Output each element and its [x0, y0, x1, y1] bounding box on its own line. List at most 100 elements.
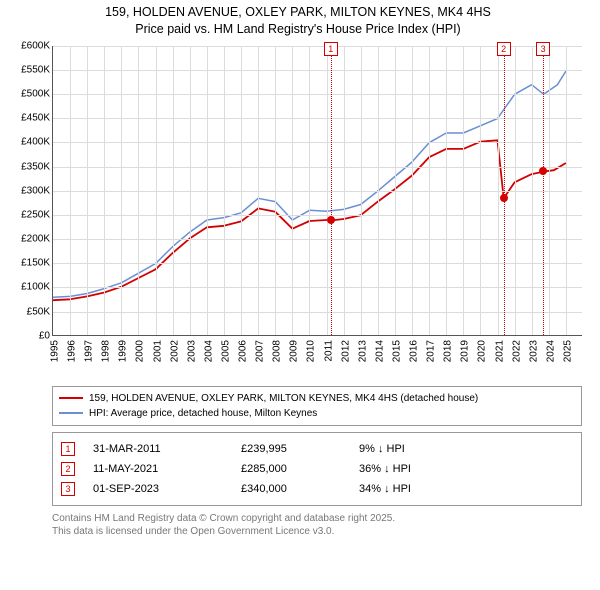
legend-label: 159, HOLDEN AVENUE, OXLEY PARK, MILTON K…	[89, 391, 478, 406]
sale-marker-box: 2	[497, 42, 511, 56]
title-line-2: Price paid vs. HM Land Registry's House …	[6, 21, 590, 38]
gridline-vertical	[378, 46, 379, 335]
gridline-horizontal	[53, 118, 582, 119]
x-axis-label: 2001	[152, 340, 163, 362]
sale-marker-dot	[539, 167, 547, 175]
gridline-vertical	[258, 46, 259, 335]
footer-line-1: Contains HM Land Registry data © Crown c…	[52, 512, 582, 526]
gridline-vertical	[395, 46, 396, 335]
sale-marker-line	[331, 46, 332, 335]
gridline-vertical	[121, 46, 122, 335]
gridline-vertical	[463, 46, 464, 335]
gridline-vertical	[138, 46, 139, 335]
x-axis-label: 2009	[289, 340, 300, 362]
x-axis-label: 2013	[357, 340, 368, 362]
x-axis-label: 1996	[67, 340, 78, 362]
y-axis-label: £250K	[21, 209, 50, 220]
legend-label: HPI: Average price, detached house, Milt…	[89, 406, 317, 421]
title-line-1: 159, HOLDEN AVENUE, OXLEY PARK, MILTON K…	[6, 4, 590, 21]
gridline-vertical	[207, 46, 208, 335]
footer-attribution: Contains HM Land Registry data © Crown c…	[52, 512, 582, 539]
y-axis-label: £500K	[21, 89, 50, 100]
footer-line-2: This data is licensed under the Open Gov…	[52, 525, 582, 539]
sale-row-marker: 2	[61, 462, 75, 476]
sale-marker-dot	[327, 216, 335, 224]
gridline-horizontal	[53, 191, 582, 192]
x-axis-label: 2006	[238, 340, 249, 362]
sale-marker-line	[504, 46, 505, 335]
x-axis-label: 2018	[443, 340, 454, 362]
legend-row: 159, HOLDEN AVENUE, OXLEY PARK, MILTON K…	[59, 391, 575, 406]
x-axis-label: 1997	[84, 340, 95, 362]
x-axis-label: 2003	[186, 340, 197, 362]
x-axis-label: 2024	[545, 340, 556, 362]
gridline-vertical	[361, 46, 362, 335]
x-axis-label: 2023	[528, 340, 539, 362]
gridline-vertical	[87, 46, 88, 335]
gridline-horizontal	[53, 167, 582, 168]
x-axis-label: 2010	[306, 340, 317, 362]
x-axis-label: 2002	[169, 340, 180, 362]
sale-marker-dot	[500, 194, 508, 202]
x-axis-label: 2022	[511, 340, 522, 362]
gridline-vertical	[275, 46, 276, 335]
x-axis-label: 2020	[477, 340, 488, 362]
y-axis-label: £400K	[21, 137, 50, 148]
x-axis-label: 2017	[426, 340, 437, 362]
y-axis-label: £150K	[21, 258, 50, 269]
legend-swatch	[59, 412, 83, 414]
plot-area: 123	[52, 46, 582, 336]
x-axis-label: 2008	[272, 340, 283, 362]
gridline-vertical	[532, 46, 533, 335]
gridline-vertical	[515, 46, 516, 335]
down-arrow-icon: ↓	[384, 483, 390, 495]
gridline-horizontal	[53, 215, 582, 216]
sale-marker-box: 3	[536, 42, 550, 56]
gridline-horizontal	[53, 287, 582, 288]
sale-date: 01-SEP-2023	[93, 483, 223, 495]
x-axis-label: 2007	[255, 340, 266, 362]
gridline-vertical	[344, 46, 345, 335]
gridline-vertical	[309, 46, 310, 335]
gridline-horizontal	[53, 312, 582, 313]
sale-diff: 36% ↓ HPI	[359, 463, 479, 475]
legend-row: HPI: Average price, detached house, Milt…	[59, 406, 575, 421]
gridline-horizontal	[53, 142, 582, 143]
gridline-horizontal	[53, 239, 582, 240]
gridline-vertical	[190, 46, 191, 335]
x-axis-label: 2000	[135, 340, 146, 362]
y-axis-label: £300K	[21, 185, 50, 196]
x-axis-label: 2025	[562, 340, 573, 362]
gridline-vertical	[446, 46, 447, 335]
x-axis-label: 2004	[203, 340, 214, 362]
gridline-vertical	[241, 46, 242, 335]
y-axis-label: £550K	[21, 64, 50, 75]
gridline-horizontal	[53, 263, 582, 264]
sales-table: 131-MAR-2011£239,9959% ↓ HPI211-MAY-2021…	[52, 432, 582, 506]
sale-row-marker: 1	[61, 442, 75, 456]
chart-title: 159, HOLDEN AVENUE, OXLEY PARK, MILTON K…	[6, 4, 590, 38]
gridline-vertical	[224, 46, 225, 335]
gridline-vertical	[70, 46, 71, 335]
x-axis-label: 2012	[340, 340, 351, 362]
x-axis-label: 2016	[409, 340, 420, 362]
y-axis-label: £100K	[21, 282, 50, 293]
gridline-horizontal	[53, 70, 582, 71]
gridline-vertical	[327, 46, 328, 335]
down-arrow-icon: ↓	[378, 443, 384, 455]
x-axis-label: 2019	[460, 340, 471, 362]
y-axis-label: £450K	[21, 113, 50, 124]
sale-price: £285,000	[241, 463, 341, 475]
x-axis-label: 1999	[118, 340, 129, 362]
x-axis-label: 2005	[220, 340, 231, 362]
sale-price: £239,995	[241, 443, 341, 455]
x-axis-label: 2011	[323, 340, 334, 362]
sale-date: 11-MAY-2021	[93, 463, 223, 475]
y-axis-label: £600K	[21, 40, 50, 51]
sale-price: £340,000	[241, 483, 341, 495]
sale-row: 301-SEP-2023£340,00034% ↓ HPI	[61, 479, 573, 499]
gridline-vertical	[412, 46, 413, 335]
y-axis-label: £0	[39, 330, 50, 341]
y-axis-label: £350K	[21, 161, 50, 172]
sale-marker-box: 1	[324, 42, 338, 56]
